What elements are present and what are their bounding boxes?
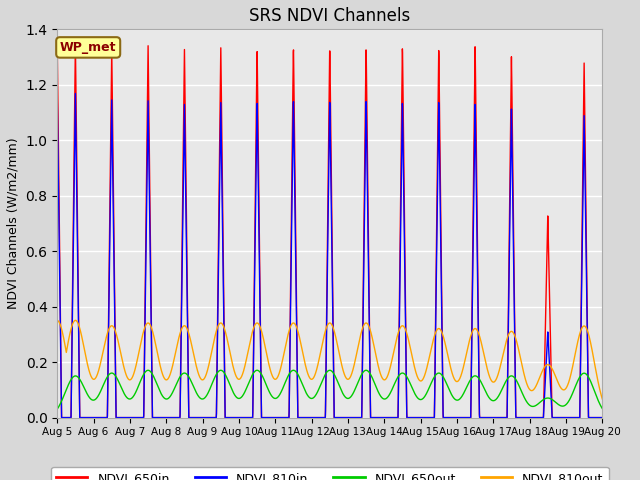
Y-axis label: NDVI Channels (W/m2/mm): NDVI Channels (W/m2/mm) — [7, 138, 20, 309]
Legend: NDVI_650in, NDVI_810in, NDVI_650out, NDVI_810out: NDVI_650in, NDVI_810in, NDVI_650out, NDV… — [51, 467, 609, 480]
Text: WP_met: WP_met — [60, 41, 116, 54]
Title: SRS NDVI Channels: SRS NDVI Channels — [249, 7, 410, 25]
